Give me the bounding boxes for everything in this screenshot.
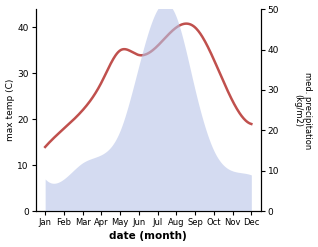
Y-axis label: max temp (C): max temp (C) <box>5 79 15 141</box>
X-axis label: date (month): date (month) <box>109 231 187 242</box>
Y-axis label: med. precipitation
(kg/m2): med. precipitation (kg/m2) <box>293 72 313 149</box>
